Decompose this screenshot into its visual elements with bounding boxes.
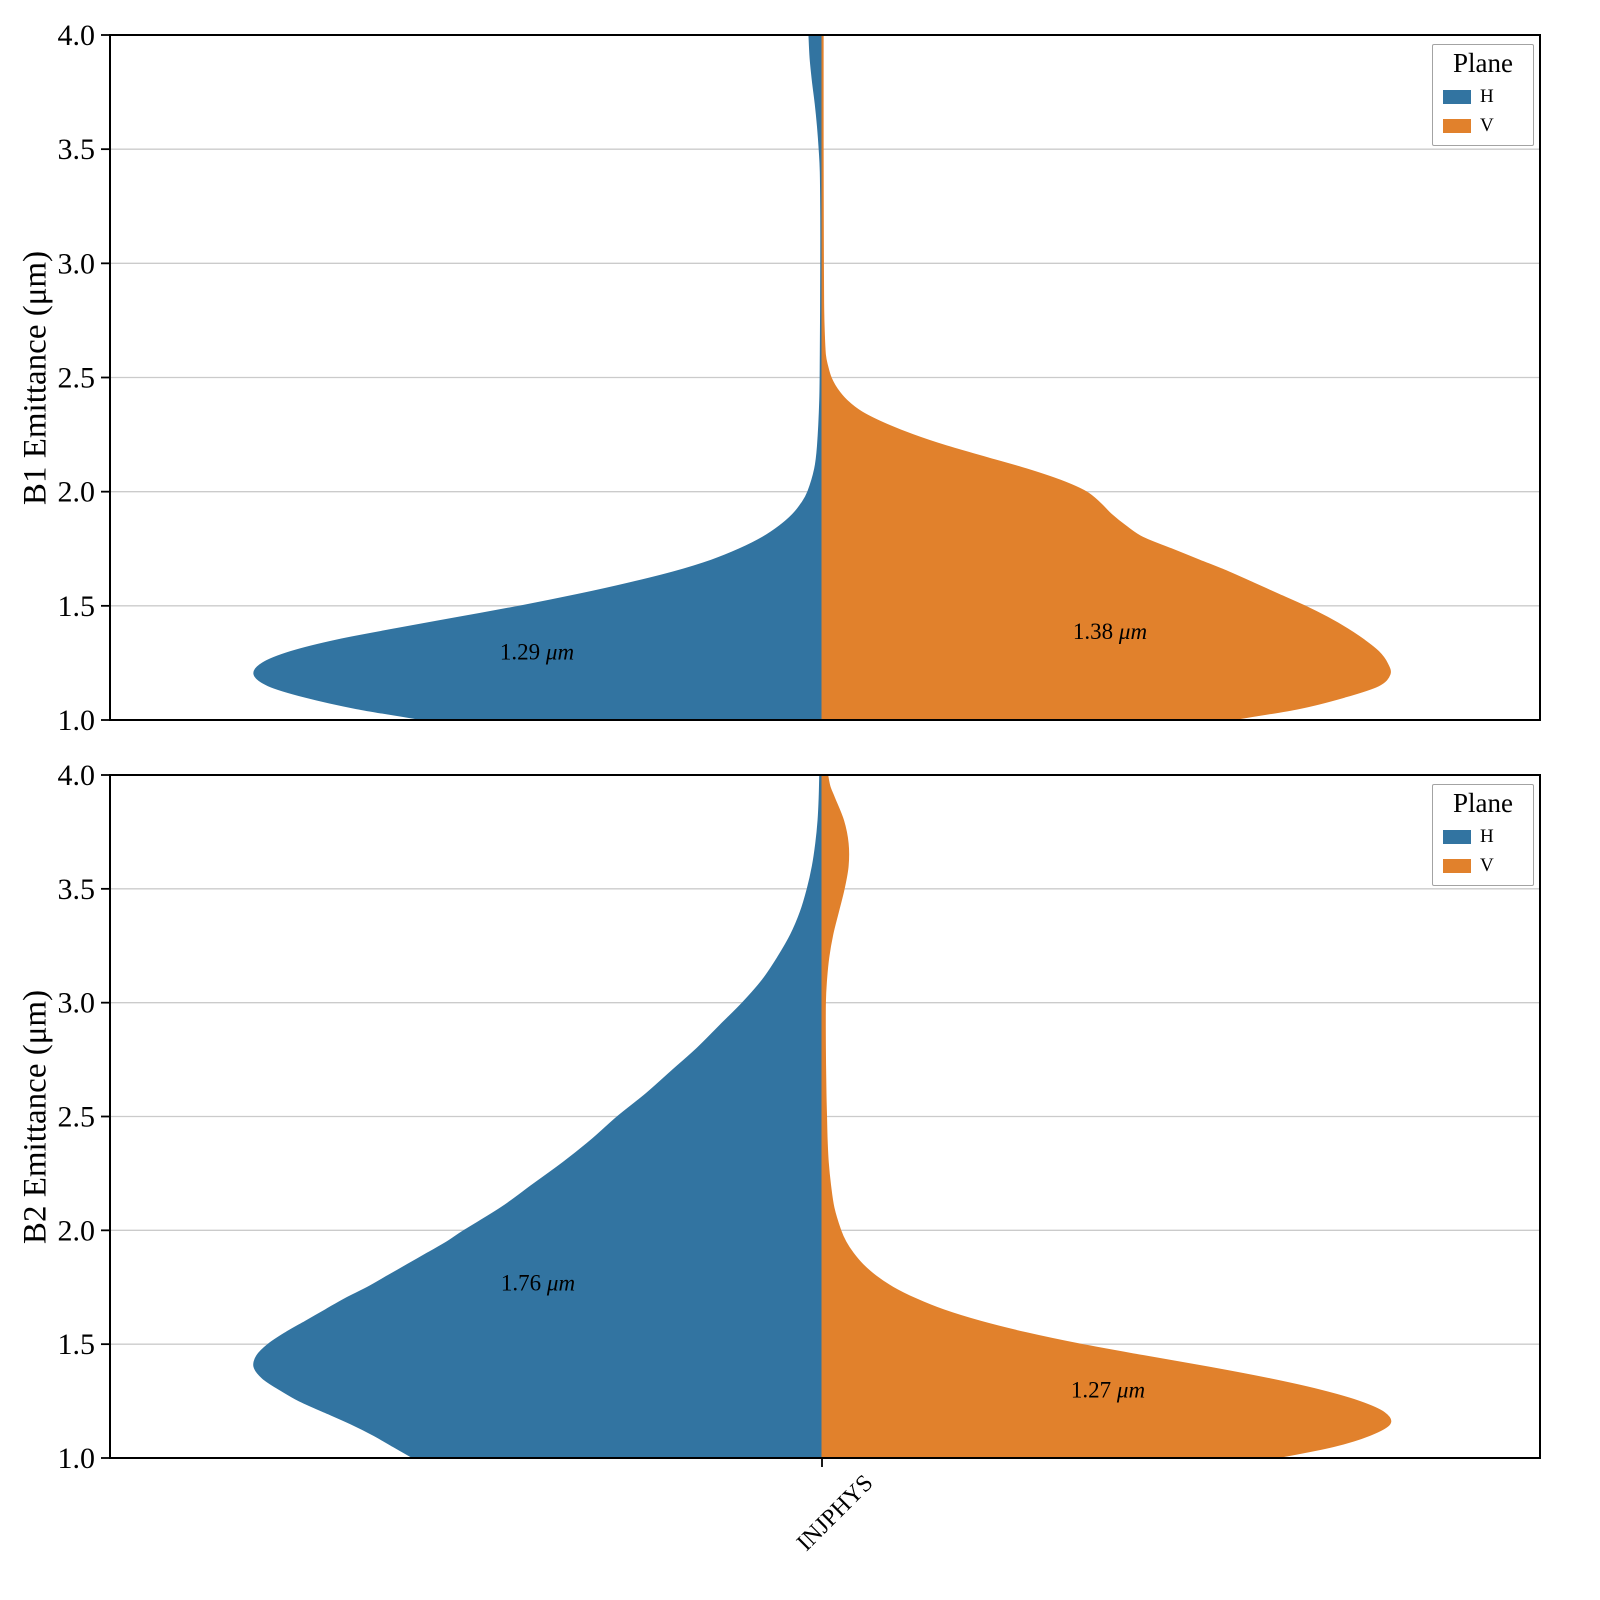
- y-tick-label: 3.5: [58, 873, 96, 906]
- legend-b2: Plane H V: [1432, 784, 1534, 887]
- y-tick-label: 2.0: [58, 1214, 96, 1247]
- y-tick-label: 4.0: [58, 19, 96, 52]
- y-tick-label: 2.0: [58, 476, 96, 509]
- legend-swatch-v-icon: [1443, 859, 1471, 874]
- y-tick-label: 1.5: [58, 1328, 96, 1361]
- mean-annotation-h: 1.76 μm: [501, 1271, 575, 1296]
- legend-label-h: H: [1480, 86, 1494, 108]
- legend-label-v: V: [1480, 855, 1494, 877]
- panel-2: 1.76 μm 1.27 μm 4.0 3.5 3.0 2.5 2.0 1.5 1.0: [58, 759, 1541, 1475]
- y-tick-label: 1.0: [58, 704, 96, 737]
- panel-1: 1.29 μm 1.38 μm 4.0 3.5 3.0 2.5 2.0 1.5 1.0: [58, 19, 1541, 737]
- mean-annotation-v: 1.38 μm: [1073, 619, 1147, 644]
- y-tick-label: 1.5: [58, 590, 96, 623]
- legend-title: Plane: [1453, 48, 1513, 78]
- y-tick-label: 4.0: [58, 759, 96, 792]
- legend-swatch-h-icon: [1443, 830, 1471, 845]
- y-tick-label: 3.5: [58, 133, 96, 166]
- y-tick-label: 3.0: [58, 987, 96, 1020]
- legend-swatch-v-icon: [1443, 119, 1471, 134]
- violin-v-panel1: [821, 34, 1391, 721]
- violin-v-panel2: [821, 774, 1392, 1459]
- y-axis-label-b2: B2 Emittance (μm): [17, 989, 54, 1245]
- legend-entry-v: V: [1441, 115, 1525, 137]
- legend-entry-v: V: [1441, 855, 1525, 877]
- legend-label-h: H: [1480, 826, 1494, 848]
- y-tick-label: 2.5: [58, 1101, 96, 1134]
- y-axis-label-b1: B1 Emittance (μm): [17, 250, 54, 506]
- y-tick-label: 2.5: [58, 362, 96, 395]
- legend-entry-h: H: [1441, 86, 1525, 108]
- legend-swatch-h-icon: [1443, 90, 1471, 105]
- mean-annotation-h: 1.29 μm: [500, 640, 574, 665]
- violin-h-panel2: [253, 774, 823, 1459]
- y-tick-label: 1.0: [58, 1442, 96, 1475]
- legend-entry-h: H: [1441, 826, 1525, 848]
- mean-annotation-v: 1.27 μm: [1071, 1378, 1145, 1403]
- y-tick-label: 3.0: [58, 247, 96, 280]
- legend-title: Plane: [1453, 788, 1513, 818]
- violin-h-panel1: [253, 34, 823, 721]
- legend-b1: Plane H V: [1432, 44, 1534, 147]
- legend-label-v: V: [1480, 115, 1494, 137]
